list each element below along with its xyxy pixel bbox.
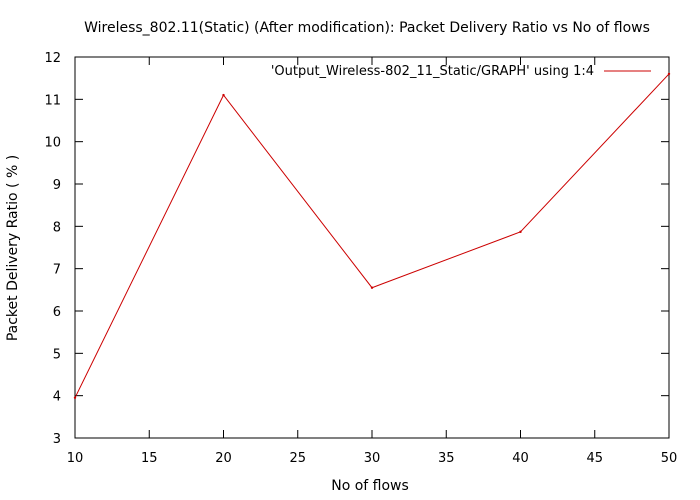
y-tick-label: 4 xyxy=(53,390,61,405)
data-point xyxy=(370,286,374,289)
legend: 'Output_Wireless-802_11_Static/GRAPH' us… xyxy=(271,64,651,79)
x-tick-label: 30 xyxy=(364,451,381,466)
y-tick-label: 9 xyxy=(53,178,61,193)
y-tick-label: 11 xyxy=(44,93,61,108)
x-tick-label: 15 xyxy=(141,451,158,466)
x-tick-label: 25 xyxy=(289,451,306,466)
x-tick-label: 45 xyxy=(586,451,603,466)
series-layer xyxy=(73,72,671,399)
y-tick-label: 12 xyxy=(44,51,61,66)
data-point xyxy=(73,396,77,399)
y-tick-label: 6 xyxy=(53,305,61,320)
y-axis-label: Packet Delivery Ratio ( % ) xyxy=(5,155,21,341)
x-tick-label: 10 xyxy=(67,451,84,466)
x-tick-label: 20 xyxy=(215,451,232,466)
data-point xyxy=(222,93,225,97)
y-tick-label: 10 xyxy=(44,136,61,151)
x-tick-label: 40 xyxy=(512,451,529,466)
x-axis-label: No of flows xyxy=(331,478,409,494)
x-tick-label: 50 xyxy=(661,451,678,466)
x-axis: 10 15 20 25 30 35 40 45 50 xyxy=(67,57,678,466)
y-tick-label: 3 xyxy=(53,432,61,447)
y-tick-label: 5 xyxy=(53,347,61,362)
data-point xyxy=(667,72,671,76)
data-point xyxy=(519,230,522,234)
legend-label: 'Output_Wireless-802_11_Static/GRAPH' us… xyxy=(271,64,594,79)
series-line xyxy=(74,73,670,399)
plot-frame xyxy=(74,56,670,439)
x-tick-label: 35 xyxy=(438,451,455,466)
y-axis: 3 4 5 6 7 8 9 10 11 12 xyxy=(44,51,669,447)
y-tick-label: 7 xyxy=(53,263,61,278)
y-tick-label: 8 xyxy=(53,220,61,235)
chart-title: Wireless_802.11(Static) (After modificat… xyxy=(84,20,650,36)
